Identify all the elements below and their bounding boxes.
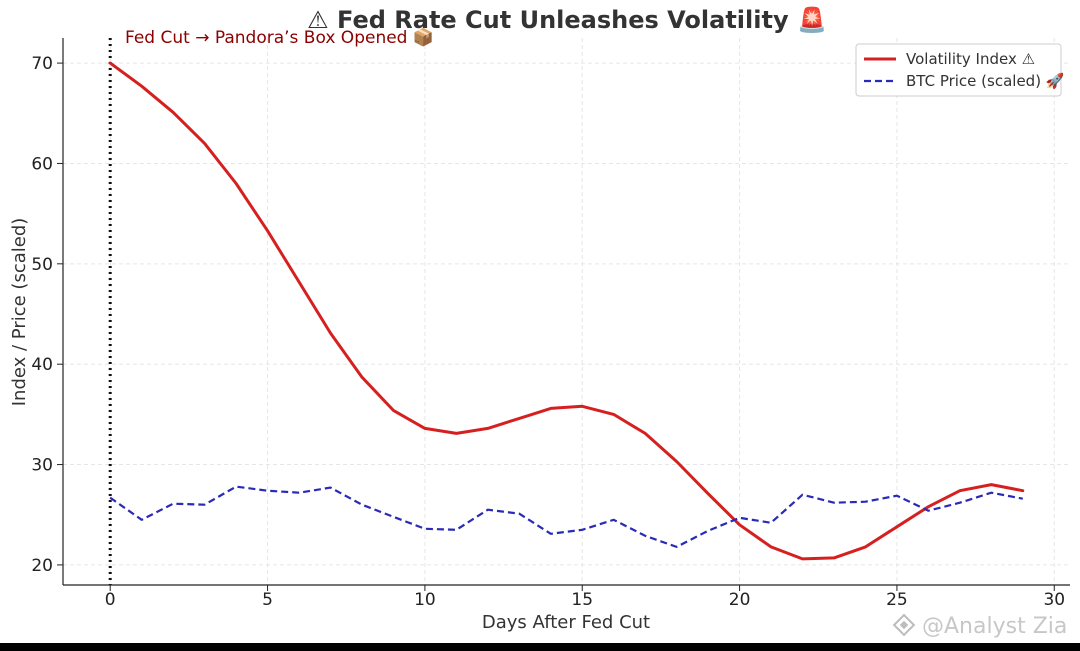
grid — [63, 38, 1070, 585]
y-tick-label: 50 — [31, 255, 53, 275]
x-tick-label: 25 — [886, 590, 908, 610]
chart-title: ⚠ Fed Rate Cut Unleashes Volatility 🚨 — [307, 6, 827, 34]
legend-label-btc: BTC Price (scaled) 🚀 — [906, 72, 1065, 90]
x-tick-label: 30 — [1043, 590, 1065, 610]
x-tick-label: 0 — [105, 590, 116, 610]
series-line-volatility — [108, 61, 1025, 561]
x-tick-label: 15 — [571, 590, 593, 610]
series-line-btc — [109, 485, 1024, 548]
y-tick-label: 40 — [31, 355, 53, 375]
x-axis-label: Days After Fed Cut — [482, 612, 650, 633]
series-lines — [108, 61, 1025, 561]
bottom-bar — [0, 643, 1080, 651]
legend-box — [855, 43, 1062, 97]
legend-label-volatility: Volatility Index ⚠ — [906, 50, 1035, 68]
x-tick-label: 5 — [262, 590, 273, 610]
y-tick-label: 30 — [31, 456, 53, 476]
y-tick-label: 20 — [31, 556, 53, 576]
legend: Volatility Index ⚠ BTC Price (scaled) 🚀 — [855, 43, 1065, 97]
axes — [62, 38, 1070, 586]
watermark-text: @Analyst Zia — [922, 614, 1067, 639]
watermark-logo-icon — [892, 613, 916, 637]
x-tick-label: 20 — [729, 590, 751, 610]
y-ticks: 20 30 40 50 60 70 — [31, 54, 63, 576]
y-axis-label: Index / Price (scaled) — [9, 218, 30, 407]
x-tick-label: 10 — [414, 590, 436, 610]
watermark: @Analyst Zia — [892, 613, 1067, 639]
y-tick-label: 70 — [31, 54, 53, 74]
y-tick-label: 60 — [31, 154, 53, 174]
fed-cut-annotation: Fed Cut → Pandora’s Box Opened 📦 — [125, 27, 434, 48]
x-ticks: 0 5 10 15 20 25 30 — [105, 585, 1065, 610]
